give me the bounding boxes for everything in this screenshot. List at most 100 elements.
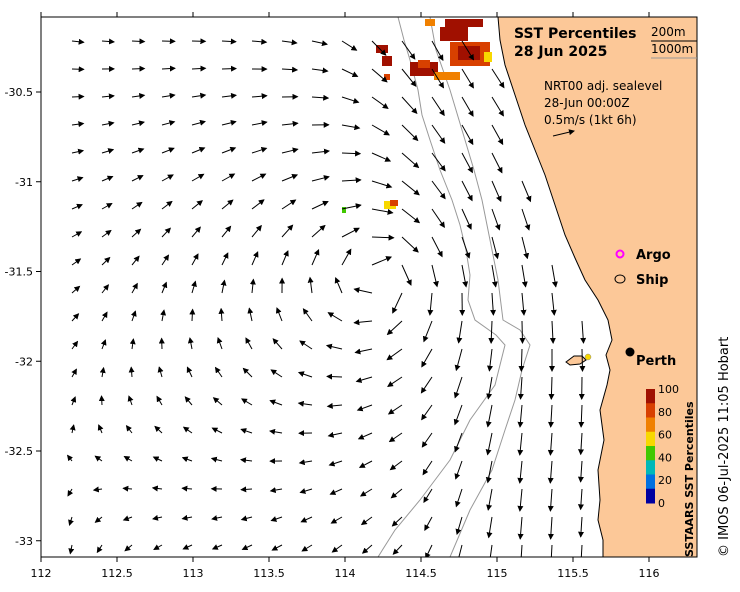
current-arrow: [99, 366, 106, 378]
colorbar-swatch: [646, 417, 655, 433]
current-arrow: [131, 255, 140, 266]
current-arrow: [181, 456, 193, 463]
current-arrow: [281, 173, 299, 182]
current-arrow: [461, 124, 474, 146]
current-arrow: [71, 121, 85, 128]
current-arrow: [191, 147, 206, 154]
colorbar-tick-label: 0: [658, 497, 665, 510]
current-arrow: [491, 180, 502, 203]
current-arrow: [247, 307, 254, 322]
current-arrow: [297, 400, 313, 407]
current-arrow: [456, 544, 463, 557]
current-arrow: [431, 264, 439, 288]
current-arrow: [521, 264, 528, 288]
colorbar-tick-label: 100: [658, 383, 679, 396]
colorbar-tick-label: 40: [658, 451, 672, 464]
current-arrow: [461, 68, 474, 89]
scale-arrow: [552, 129, 575, 137]
x-tick-label: 114: [335, 567, 356, 580]
ship-marker-icon: [614, 274, 626, 284]
current-arrow: [580, 320, 587, 344]
current-arrow: [161, 200, 173, 210]
current-arrow: [211, 515, 223, 521]
current-arrow: [489, 544, 493, 557]
current-arrow: [371, 124, 390, 136]
current-arrow: [123, 455, 133, 462]
current-arrow: [311, 67, 329, 74]
current-arrow: [325, 343, 343, 350]
x-tick-label: 114.5: [405, 567, 437, 580]
current-arrow: [161, 254, 170, 266]
current-arrow: [491, 208, 501, 231]
current-arrow: [311, 94, 330, 101]
current-arrow: [486, 376, 493, 400]
colorbar-swatch: [646, 389, 655, 404]
current-arrow: [491, 152, 503, 174]
current-arrow: [453, 404, 463, 426]
current-arrow: [387, 376, 403, 387]
island: [565, 355, 587, 366]
colorbar-swatch: [646, 488, 655, 504]
current-arrow: [328, 460, 343, 467]
current-arrow: [153, 544, 163, 550]
current-arrow: [487, 348, 493, 372]
current-arrow: [281, 120, 299, 127]
colorbar-swatch: [646, 474, 655, 490]
current-arrow: [71, 258, 82, 266]
current-arrow: [341, 150, 362, 157]
current-arrow: [488, 320, 495, 344]
current-arrow: [181, 514, 193, 521]
current-arrow: [392, 292, 403, 314]
x-tick-label: 116: [639, 567, 660, 580]
argo-marker-icon: [615, 249, 625, 259]
current-arrow: [191, 200, 203, 210]
current-arrow: [272, 338, 283, 350]
current-arrow: [100, 339, 107, 350]
current-arrow: [221, 146, 237, 154]
current-arrow: [341, 68, 359, 77]
current-arrow: [390, 488, 403, 499]
current-arrow: [485, 460, 493, 484]
current-arrow: [212, 397, 223, 406]
current-arrow: [359, 488, 373, 497]
current-arrow: [281, 199, 297, 210]
current-arrow: [94, 516, 103, 523]
current-arrow: [330, 516, 343, 524]
current-arrow: [251, 120, 268, 127]
current-arrow: [221, 65, 237, 72]
map-title: SST Percentiles: [514, 26, 637, 42]
current-arrow: [71, 313, 80, 322]
current-arrow: [517, 460, 524, 484]
current-arrow: [354, 348, 373, 355]
current-arrow: [251, 224, 262, 238]
current-arrow: [240, 486, 253, 493]
current-arrow: [401, 40, 416, 60]
sst-pixels: [342, 19, 492, 213]
current-arrow: [547, 516, 554, 540]
current-arrow: [69, 424, 76, 434]
current-arrow: [431, 40, 444, 61]
current-arrow: [184, 396, 193, 406]
current-arrow: [485, 432, 493, 456]
current-arrow: [578, 516, 585, 538]
current-arrow: [461, 208, 472, 230]
current-arrow: [547, 432, 554, 456]
current-arrow: [326, 402, 343, 409]
current-arrow: [240, 457, 253, 464]
perth-marker-icon: [625, 347, 635, 357]
current-arrow: [401, 236, 419, 253]
current-arrow: [521, 180, 532, 203]
current-arrow: [550, 292, 557, 316]
current-arrow: [241, 544, 253, 551]
current-arrow: [122, 485, 133, 492]
current-arrow: [461, 180, 473, 202]
current-arrow: [161, 174, 174, 182]
current-arrow: [101, 38, 115, 45]
current-arrow: [191, 173, 205, 182]
current-arrow: [131, 147, 145, 154]
current-arrow: [271, 544, 283, 551]
current-arrow: [122, 515, 133, 522]
current-arrow: [251, 199, 265, 210]
current-arrow: [456, 320, 463, 344]
current-arrow: [181, 485, 193, 492]
